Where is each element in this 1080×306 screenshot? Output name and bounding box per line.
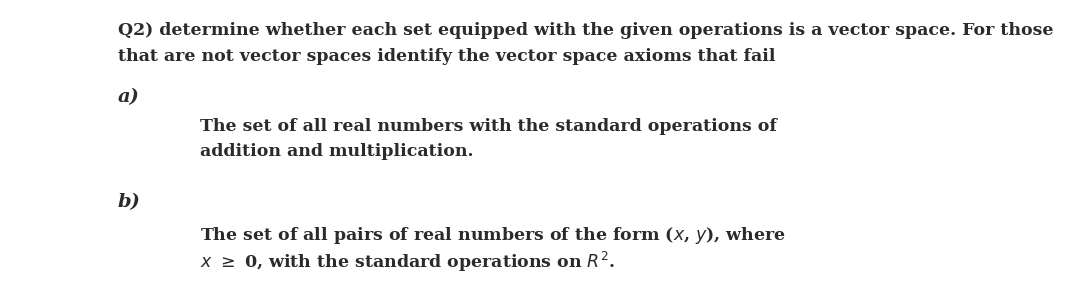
Text: The set of all real numbers with the standard operations of: The set of all real numbers with the sta… — [200, 118, 777, 135]
Text: The set of all pairs of real numbers of the form ($x$, $y$), where: The set of all pairs of real numbers of … — [200, 225, 786, 246]
Text: Q2) determine whether each set equipped with the given operations is a vector sp: Q2) determine whether each set equipped … — [118, 22, 1053, 39]
Text: addition and multiplication.: addition and multiplication. — [200, 143, 473, 160]
Text: b): b) — [118, 193, 140, 211]
Text: a): a) — [118, 88, 140, 106]
Text: that are not vector spaces identify the vector space axioms that fail: that are not vector spaces identify the … — [118, 48, 775, 65]
Text: $x$ $\geq$ 0, with the standard operations on $R^{2}$.: $x$ $\geq$ 0, with the standard operatio… — [200, 250, 616, 274]
